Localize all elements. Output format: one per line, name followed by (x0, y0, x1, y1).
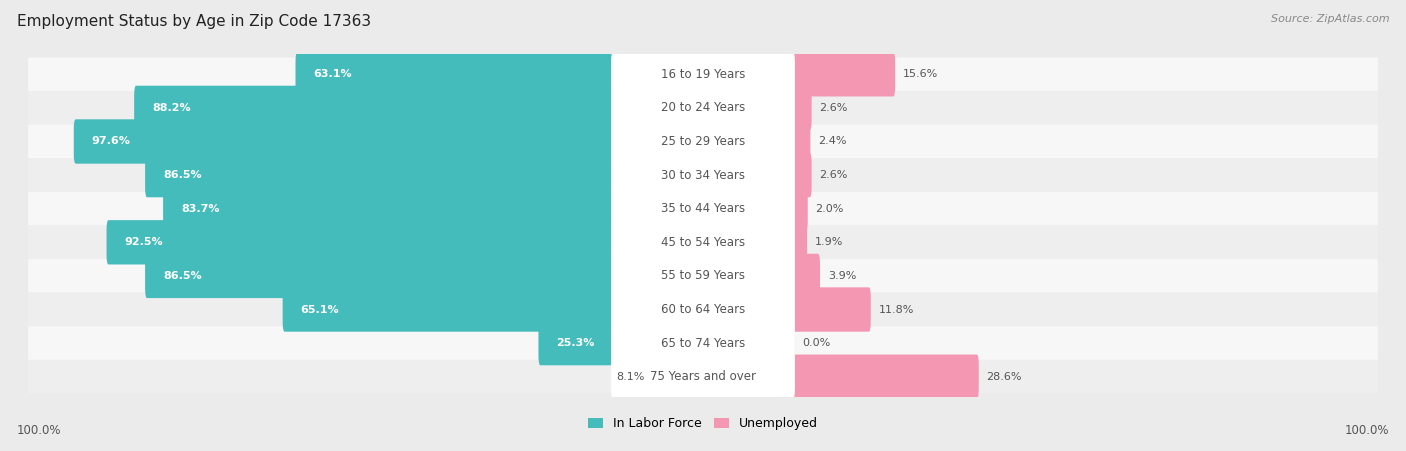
FancyBboxPatch shape (792, 220, 807, 264)
Text: 45 to 54 Years: 45 to 54 Years (661, 236, 745, 249)
Text: 2.6%: 2.6% (820, 103, 848, 113)
FancyBboxPatch shape (283, 287, 614, 331)
FancyBboxPatch shape (792, 120, 810, 164)
Text: 16 to 19 Years: 16 to 19 Years (661, 68, 745, 81)
FancyBboxPatch shape (612, 287, 794, 331)
FancyBboxPatch shape (145, 254, 614, 298)
FancyBboxPatch shape (145, 153, 614, 197)
FancyBboxPatch shape (163, 187, 614, 231)
Text: 20 to 24 Years: 20 to 24 Years (661, 101, 745, 115)
FancyBboxPatch shape (792, 321, 794, 365)
Text: 65.1%: 65.1% (301, 304, 339, 314)
FancyBboxPatch shape (612, 220, 794, 264)
FancyBboxPatch shape (612, 86, 794, 130)
Legend: In Labor Force, Unemployed: In Labor Force, Unemployed (583, 412, 823, 435)
Text: 97.6%: 97.6% (91, 137, 131, 147)
Text: Source: ZipAtlas.com: Source: ZipAtlas.com (1271, 14, 1389, 23)
Text: 86.5%: 86.5% (163, 170, 201, 180)
Text: 86.5%: 86.5% (163, 271, 201, 281)
FancyBboxPatch shape (612, 321, 794, 365)
Text: 55 to 59 Years: 55 to 59 Years (661, 269, 745, 282)
Text: 25.3%: 25.3% (557, 338, 595, 348)
Text: 30 to 34 Years: 30 to 34 Years (661, 169, 745, 182)
Text: 88.2%: 88.2% (152, 103, 191, 113)
Text: Employment Status by Age in Zip Code 17363: Employment Status by Age in Zip Code 173… (17, 14, 371, 28)
Text: 65 to 74 Years: 65 to 74 Years (661, 336, 745, 350)
Text: 3.9%: 3.9% (828, 271, 856, 281)
Text: 83.7%: 83.7% (181, 204, 219, 214)
FancyBboxPatch shape (28, 192, 1378, 226)
FancyBboxPatch shape (28, 91, 1378, 124)
FancyBboxPatch shape (612, 254, 794, 298)
FancyBboxPatch shape (28, 57, 1378, 91)
Text: 92.5%: 92.5% (125, 237, 163, 247)
FancyBboxPatch shape (538, 321, 614, 365)
FancyBboxPatch shape (792, 354, 979, 399)
FancyBboxPatch shape (28, 226, 1378, 259)
FancyBboxPatch shape (792, 287, 870, 331)
Text: 60 to 64 Years: 60 to 64 Years (661, 303, 745, 316)
Text: 2.0%: 2.0% (815, 204, 844, 214)
FancyBboxPatch shape (612, 187, 794, 231)
Text: 100.0%: 100.0% (1344, 424, 1389, 437)
FancyBboxPatch shape (134, 86, 614, 130)
Text: 100.0%: 100.0% (17, 424, 62, 437)
FancyBboxPatch shape (792, 187, 808, 231)
FancyBboxPatch shape (612, 120, 794, 164)
Text: 75 Years and over: 75 Years and over (650, 370, 756, 383)
Text: 0.0%: 0.0% (803, 338, 831, 348)
FancyBboxPatch shape (28, 360, 1378, 394)
FancyBboxPatch shape (107, 220, 614, 264)
Text: 8.1%: 8.1% (616, 372, 644, 382)
FancyBboxPatch shape (28, 259, 1378, 293)
Text: 63.1%: 63.1% (314, 69, 352, 79)
Text: 28.6%: 28.6% (987, 372, 1022, 382)
FancyBboxPatch shape (612, 52, 794, 97)
FancyBboxPatch shape (28, 158, 1378, 192)
Text: 15.6%: 15.6% (903, 69, 938, 79)
FancyBboxPatch shape (612, 354, 794, 399)
FancyBboxPatch shape (792, 254, 820, 298)
FancyBboxPatch shape (792, 52, 896, 97)
Text: 35 to 44 Years: 35 to 44 Years (661, 202, 745, 215)
FancyBboxPatch shape (73, 120, 614, 164)
Text: 2.6%: 2.6% (820, 170, 848, 180)
FancyBboxPatch shape (295, 52, 614, 97)
FancyBboxPatch shape (28, 293, 1378, 327)
FancyBboxPatch shape (28, 327, 1378, 360)
Text: 2.4%: 2.4% (818, 137, 846, 147)
FancyBboxPatch shape (612, 153, 794, 197)
Text: 11.8%: 11.8% (879, 304, 914, 314)
Text: 25 to 29 Years: 25 to 29 Years (661, 135, 745, 148)
FancyBboxPatch shape (792, 153, 811, 197)
FancyBboxPatch shape (28, 124, 1378, 158)
Text: 1.9%: 1.9% (815, 237, 844, 247)
FancyBboxPatch shape (792, 86, 811, 130)
